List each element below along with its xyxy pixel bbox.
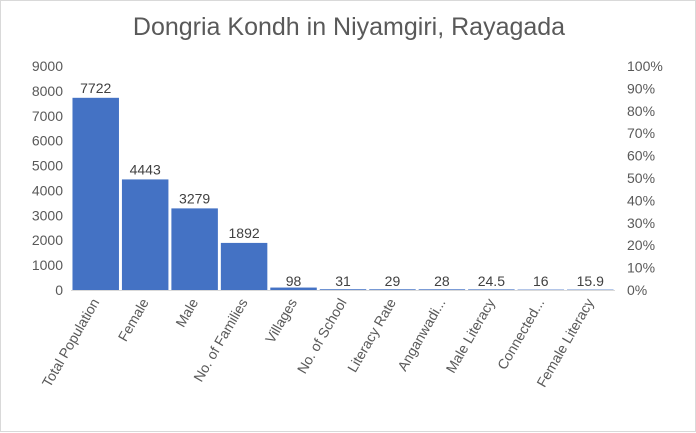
data-label: 1892 [229,225,260,241]
category-label: Total Population [39,296,103,390]
y2-tick-label: 70% [627,125,655,141]
y-tick-label: 2000 [32,232,63,248]
bar [468,289,514,290]
data-label: 98 [286,273,302,289]
y2-tick-label: 80% [627,103,655,119]
y2-tick-label: 10% [627,260,655,276]
y-tick-label: 1000 [32,257,63,273]
category-label: Male [172,295,201,329]
data-label: 3279 [179,190,210,206]
data-label: 29 [385,273,401,289]
category-label: Villages [262,296,300,346]
bar [122,179,168,290]
data-label: 16 [533,273,549,289]
y2-tick-label: 0% [627,282,647,298]
bars [72,98,613,290]
category-label: Anganwadi... [394,295,448,373]
y-tick-label: 8000 [32,83,63,99]
category-label: Literacy Rate [344,295,399,375]
data-label: 15.9 [577,273,604,289]
y2-tick-label: 100% [627,58,663,74]
data-label: 7722 [80,80,111,96]
y2-tick-label: 50% [627,170,655,186]
y2-tick-label: 40% [627,192,655,208]
bar [369,289,415,290]
data-label: 31 [335,273,351,289]
category-label: Male Literacy [442,296,497,376]
bar [72,98,118,290]
category-label: No. of School [294,296,350,377]
category-label: No. of Families [190,296,251,385]
data-label: 4443 [130,161,161,177]
y-tick-label: 0 [55,282,63,298]
y-tick-label: 7000 [32,108,63,124]
category-label: Female [115,295,152,344]
y-tick-label: 5000 [32,158,63,174]
y-tick-label: 6000 [32,133,63,149]
y-tick-label: 9000 [32,58,63,74]
bar [419,289,465,290]
y2-tick-label: 90% [627,80,655,96]
y2-tick-label: 30% [627,215,655,231]
data-label: 24.5 [478,273,505,289]
bar [171,208,217,290]
y-tick-label: 3000 [32,207,63,223]
bar [320,289,366,290]
y2-tick-label: 60% [627,148,655,164]
data-label: 28 [434,273,450,289]
bar [221,243,267,290]
y2-tick-label: 20% [627,237,655,253]
category-label: Connected... [494,296,548,373]
y-tick-label: 4000 [32,182,63,198]
